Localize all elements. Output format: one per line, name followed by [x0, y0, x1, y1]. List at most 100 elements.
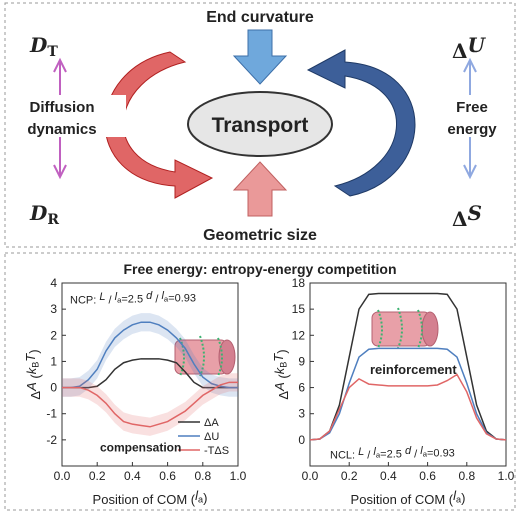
text-part: /: [364, 449, 373, 461]
left-curved-arrow: [104, 51, 214, 199]
x-tick-label: 1.0: [230, 469, 247, 483]
text-part: =2.5: [121, 293, 146, 305]
symbol: DT: [29, 33, 58, 60]
x-tick-label: 0.0: [54, 469, 71, 483]
x-tick-label: 0.4: [124, 469, 141, 483]
x-tick-label: 0.0: [302, 469, 319, 483]
y-tick-label: 3: [50, 302, 57, 316]
text-part: NCP:: [70, 294, 99, 306]
y-axis-label: ΔA (kBT): [23, 349, 43, 399]
diagram-label: Diffusion: [30, 99, 95, 116]
diagram-center: Transport: [212, 114, 309, 137]
x-axis-label: Position of COM (la): [93, 488, 208, 507]
text-part: ): [203, 491, 207, 506]
text-part: Δ: [452, 207, 468, 231]
text-part: ): [27, 349, 42, 353]
text-part: /: [411, 448, 420, 460]
legend-label: ΔA: [204, 417, 219, 429]
legend-label: -TΔS: [204, 445, 229, 457]
text-part: L: [358, 446, 364, 458]
text-part: NCL:: [330, 449, 358, 461]
text-part: U: [468, 33, 487, 57]
x-tick-label: 0.4: [380, 469, 397, 483]
label-bg: [448, 95, 496, 137]
text-part: A: [24, 382, 39, 392]
diagram-label: Free: [456, 99, 488, 116]
diagram-label: energy: [447, 121, 497, 138]
error-band: [62, 373, 238, 436]
y-axis-label: ΔA (kBT): [271, 349, 291, 399]
series-line: [62, 321, 238, 389]
text-part: S: [468, 201, 482, 225]
text-part: T: [271, 353, 286, 362]
y-tick-label: 6: [298, 381, 305, 395]
text-part: B: [279, 362, 289, 368]
series-line: [309, 292, 507, 441]
y-tick-label: -1: [46, 407, 57, 421]
text-part: a: [376, 450, 381, 459]
x-tick-label: 0.2: [89, 469, 106, 483]
symbol: ΔU: [452, 33, 487, 63]
text-part: =0.93: [427, 447, 455, 459]
annotation: NCP: L / la=2.5 d / la=0.93: [70, 290, 196, 306]
symbol: ΔS: [452, 201, 482, 231]
text-part: ): [275, 349, 290, 353]
text-part: a: [198, 495, 204, 505]
text-part: Δ: [452, 39, 468, 63]
center-ellipse: [187, 91, 333, 157]
diagram-label: dynamics: [27, 121, 96, 138]
text-part: d: [146, 290, 153, 302]
text-part: d: [405, 445, 412, 457]
panel-title: Free energy: entropy-energy competition: [123, 261, 396, 277]
text-part: l: [373, 446, 376, 458]
y-tick-label: 2: [50, 328, 57, 342]
bottom-arrow: [232, 161, 288, 217]
text-part: Position of COM (: [93, 492, 196, 507]
text-part: k: [272, 366, 287, 374]
text-part: T: [23, 353, 38, 362]
x-axis-label: Position of COM (la): [351, 488, 466, 507]
text-part: L: [99, 291, 105, 303]
text-part: B: [31, 362, 41, 368]
text-part: D: [29, 201, 48, 225]
text-part: =0.93: [168, 292, 196, 304]
text-part: l: [195, 488, 199, 503]
annotation: NCL: L / la=2.5 d / la=0.93: [330, 445, 455, 461]
text-part: /: [105, 294, 114, 306]
text-part: reinforcement: [370, 362, 457, 377]
text-part: A: [272, 382, 287, 392]
text-part: /: [152, 293, 161, 305]
text-part: compensation: [100, 441, 181, 455]
x-tick-label: 1.0: [498, 469, 515, 483]
text-part: l: [161, 290, 164, 302]
y-tick-label: 3: [298, 407, 305, 421]
series-line: [309, 373, 507, 441]
text-part: Δ: [276, 391, 291, 400]
x-tick-label: 0.2: [341, 469, 358, 483]
right-curved-arrow: [306, 49, 416, 197]
annotation: compensation: [100, 441, 181, 455]
y-tick-label: 18: [292, 276, 306, 290]
y-tick-label: 0: [50, 381, 57, 395]
text-part: (: [276, 374, 291, 383]
nucleosome-illustration: [371, 307, 439, 349]
annotation: reinforcement: [370, 362, 457, 377]
series-line: [62, 358, 238, 389]
text-part: R: [47, 212, 59, 228]
text-part: a: [423, 449, 428, 458]
text-part: l: [115, 291, 118, 303]
text-part: a: [117, 295, 122, 304]
label-bg: [56, 95, 126, 137]
error-band: [62, 313, 238, 397]
text-part: l: [420, 445, 423, 457]
x-tick-label: 0.6: [419, 469, 436, 483]
text-part: D: [29, 33, 48, 57]
text-part: k: [24, 366, 39, 374]
text-part: (: [28, 374, 43, 383]
diagram-label: End curvature: [206, 9, 314, 26]
y-tick-label: 0: [298, 433, 305, 447]
text-part: l: [453, 488, 457, 503]
top-panel: [4, 2, 516, 248]
symbol: DR: [29, 201, 59, 228]
